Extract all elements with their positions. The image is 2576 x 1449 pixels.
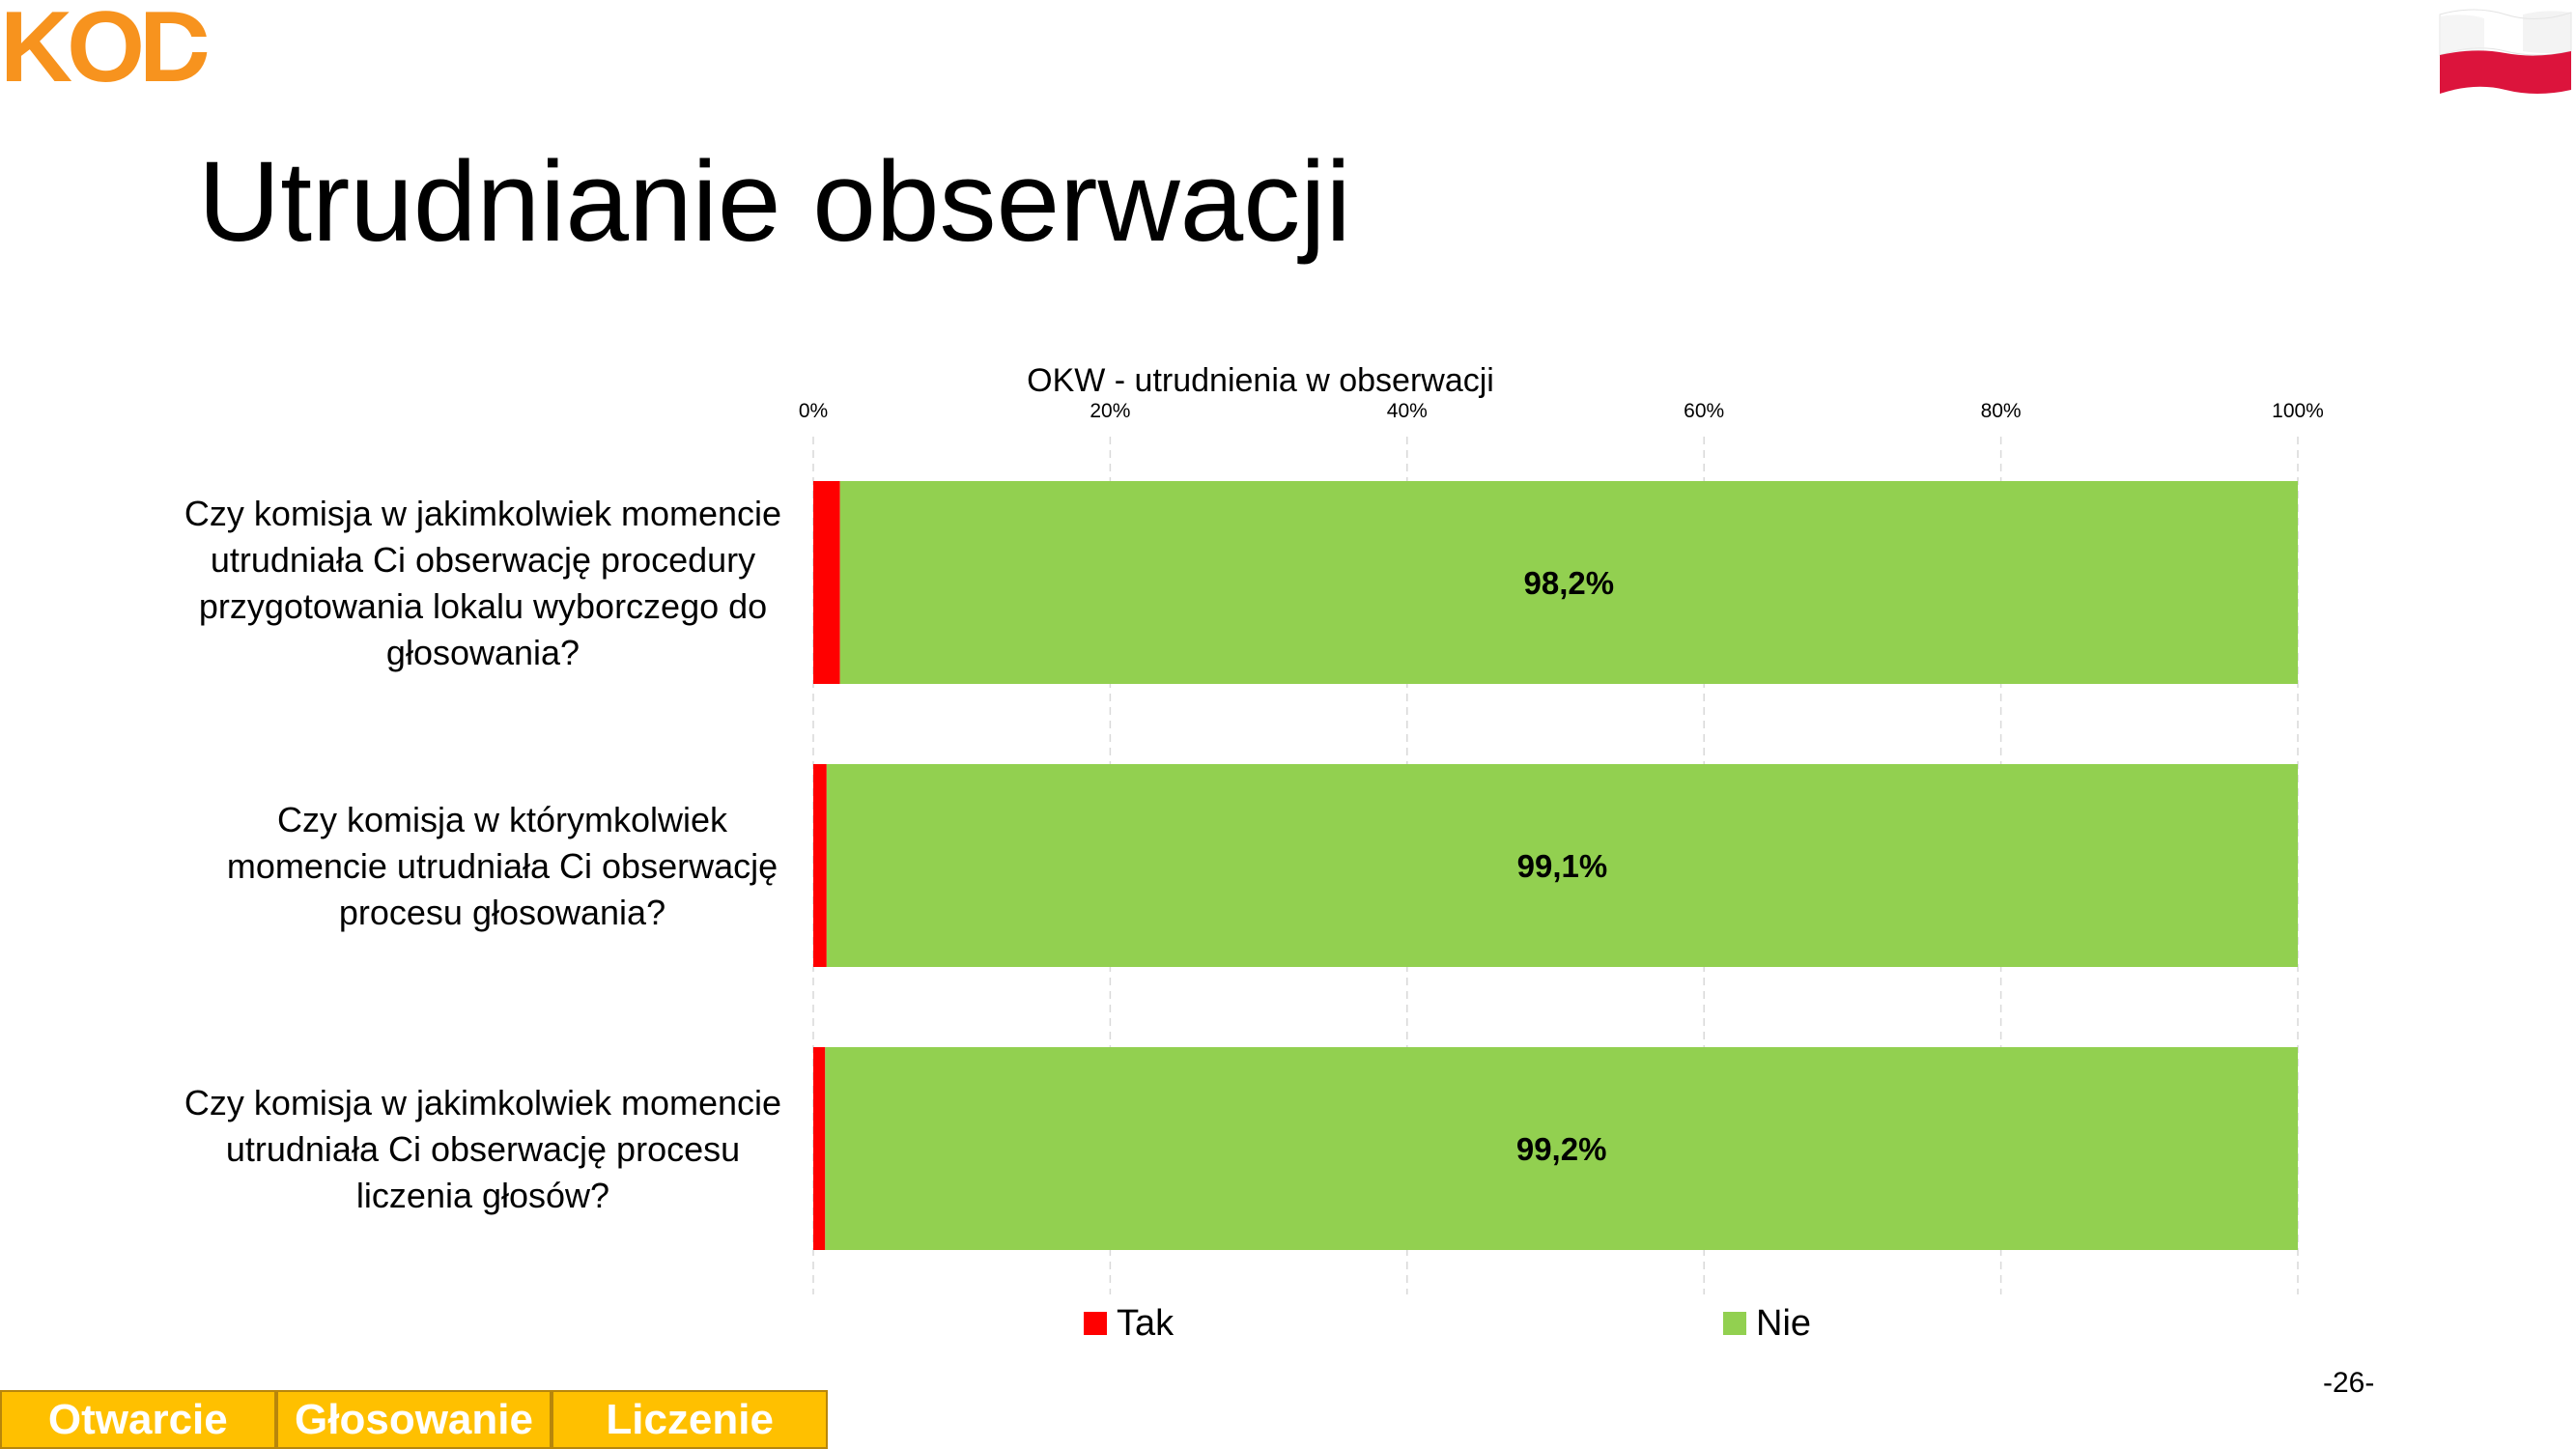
- bar-tak: [813, 764, 827, 967]
- bar-nie: [825, 1047, 2298, 1250]
- section-nav: Otwarcie Głosowanie Liczenie: [0, 1390, 829, 1449]
- legend-label-tak: Tak: [1117, 1303, 1175, 1344]
- question-label-1: Czy komisja w jakimkolwiek momencie utru…: [184, 494, 782, 672]
- data-label: 99,2%: [1516, 1131, 1607, 1167]
- data-label: 99,1%: [1517, 848, 1608, 884]
- data-label: 98,2%: [1524, 565, 1615, 601]
- bar-nie: [839, 481, 2298, 684]
- bar-nie: [826, 764, 2298, 967]
- legend-swatch-nie: [1723, 1312, 1746, 1335]
- question-label-3: Czy komisja w jakimkolwiek momencie utru…: [184, 1083, 782, 1215]
- page-title: Utrudnianie obserwacji: [198, 138, 1351, 266]
- x-tick-label: 60%: [1684, 400, 1724, 422]
- x-tick-label: 0%: [799, 400, 828, 422]
- tab-otwarcie[interactable]: Otwarcie: [0, 1390, 276, 1449]
- question-label-2: Czy komisja w którymkolwiek momencie utr…: [226, 800, 778, 932]
- legend-swatch-tak: [1084, 1312, 1107, 1335]
- bar-tak: [813, 1047, 826, 1250]
- x-tick-label: 100%: [2272, 400, 2324, 422]
- x-tick-label: 80%: [1981, 400, 2022, 422]
- slide-number: -26-: [2323, 1367, 2375, 1399]
- legend-label-nie: Nie: [1756, 1303, 1811, 1344]
- x-tick-label: 40%: [1387, 400, 1428, 422]
- tab-glosowanie[interactable]: Głosowanie: [275, 1390, 552, 1449]
- tab-liczenie[interactable]: Liczenie: [552, 1390, 829, 1449]
- kod-logo: KOD: [0, 0, 232, 87]
- chart-title: OKW - utrudnienia w obserwacji: [1027, 362, 1494, 399]
- svg-text:KOD: KOD: [0, 0, 208, 87]
- bar-tak: [813, 481, 840, 684]
- x-tick-label: 20%: [1090, 400, 1130, 422]
- poland-flag-icon: [2439, 9, 2572, 94]
